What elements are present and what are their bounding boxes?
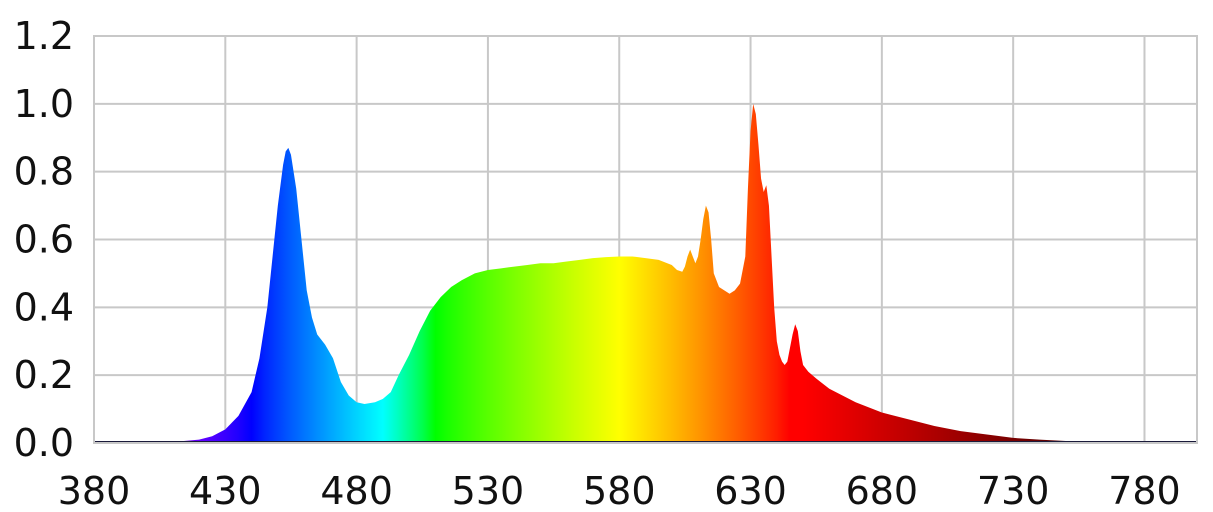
y-tick-label: 0.2 [14, 353, 74, 397]
y-axis: 0.0 0.2 0.4 0.6 0.8 1.0 1.2 [14, 14, 74, 465]
x-tick-label: 680 [846, 469, 919, 512]
x-tick-label: 580 [583, 469, 656, 512]
x-tick-label: 630 [714, 469, 787, 512]
y-tick-label: 1.0 [14, 82, 74, 126]
frame-layer [93, 35, 1198, 444]
spectrum-area [94, 103, 1197, 443]
x-tick-label: 480 [320, 469, 393, 512]
plot-frame [93, 35, 1198, 444]
x-tick-label: 530 [452, 469, 525, 512]
y-tick-label: 0.8 [14, 150, 74, 194]
x-axis: 380 430 480 530 580 630 680 730 780 [58, 469, 1181, 512]
y-tick-label: 1.2 [14, 14, 74, 58]
x-tick-label: 380 [58, 469, 131, 512]
area-layer [94, 103, 1197, 443]
y-tick-label: 0.4 [14, 285, 74, 329]
y-tick-label: 0.0 [14, 421, 74, 465]
x-tick-label: 430 [189, 469, 262, 512]
x-tick-label: 730 [977, 469, 1050, 512]
x-tick-label: 780 [1108, 469, 1181, 512]
y-tick-label: 0.6 [14, 218, 74, 262]
